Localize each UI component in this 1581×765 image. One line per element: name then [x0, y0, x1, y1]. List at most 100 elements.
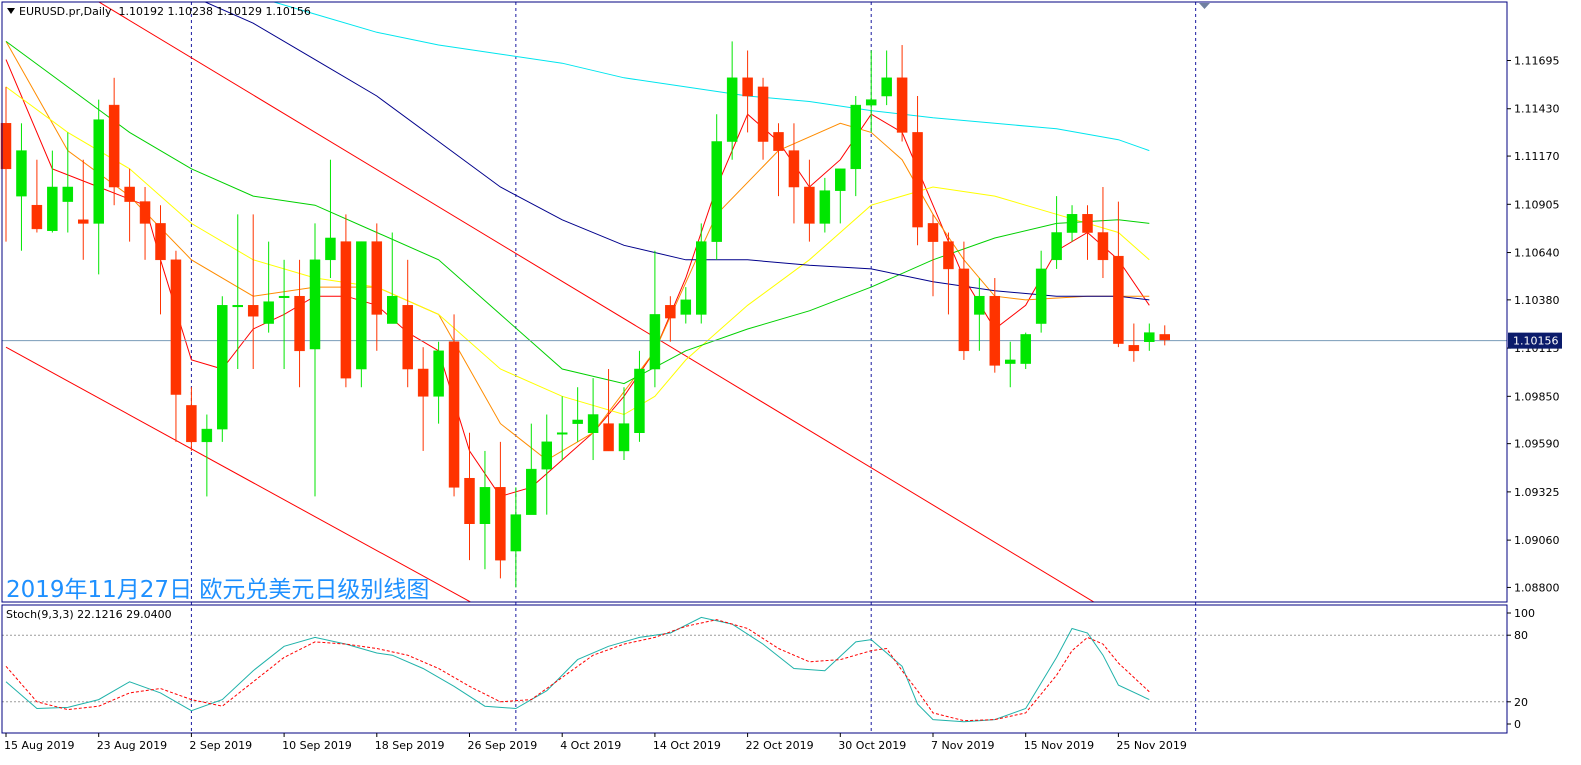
- price-tick-label: 1.11695: [1514, 55, 1560, 68]
- candle-body: [634, 368, 645, 433]
- candle-body: [1113, 255, 1124, 344]
- price-tick-label: 1.11430: [1514, 103, 1560, 116]
- price-tick-label: 1.09325: [1514, 486, 1560, 499]
- date-tick-label: 26 Sep 2019: [468, 739, 538, 752]
- candle-body: [93, 119, 104, 224]
- price-tag: 1.10156: [1508, 332, 1562, 349]
- candle-body: [232, 305, 243, 308]
- price-tick-label: 1.08800: [1514, 581, 1560, 594]
- candle-body: [1020, 334, 1031, 364]
- candle-body: [665, 305, 676, 319]
- date-axis-labels: 15 Aug 2019 23 Aug 2019 2 Sep 2019 10 Sep 2…: [4, 733, 1187, 752]
- candle-body: [155, 223, 166, 261]
- candle-body: [587, 414, 599, 433]
- price-tick-label: 1.10380: [1514, 294, 1560, 307]
- candle-body: [78, 219, 89, 224]
- candle-body: [881, 77, 892, 97]
- candle-body: [217, 305, 228, 430]
- date-tick-label: 30 Oct 2019: [838, 739, 906, 752]
- price-axis-labels: 1.11695 1.11430 1.11170 1.10905 1.10640 1.103…: [1507, 55, 1560, 594]
- date-tick-label: 15 Aug 2019: [4, 739, 74, 752]
- stoch-tick-label: 100: [1514, 607, 1535, 620]
- price-tag-label: 1.10156: [1513, 335, 1559, 348]
- price-tick-label: 1.09850: [1514, 390, 1560, 403]
- price-tick-label: 1.09590: [1514, 438, 1560, 451]
- stoch-signal-line: [5, 619, 1150, 722]
- moving-average-line: [5, 40, 1150, 385]
- price-tag-box: [1508, 332, 1562, 349]
- candle-body: [541, 441, 552, 470]
- candle-body: [139, 201, 151, 224]
- price-tick-label: 1.11170: [1514, 150, 1560, 163]
- candle-body: [788, 150, 800, 188]
- stoch-main-line: [5, 616, 1150, 723]
- candle-body: [603, 423, 614, 452]
- candle-body: [696, 241, 707, 315]
- candle-body: [757, 86, 769, 142]
- collapse-triangle-icon[interactable]: [7, 8, 15, 14]
- candle-body: [974, 295, 985, 315]
- candle-body: [62, 186, 74, 202]
- price-tick-label: 1.09060: [1514, 534, 1560, 547]
- candle-body: [927, 223, 939, 242]
- ohlc-values: 1.10192 1.10238 1.10129 1.10156: [118, 5, 311, 18]
- candle-body: [726, 77, 738, 142]
- candle-body: [340, 241, 352, 379]
- stoch-indicator-label: Stoch(9,3,3) 22.1216 29.0400: [6, 608, 172, 621]
- date-tick-label: 22 Oct 2019: [746, 739, 814, 752]
- candle-body: [0, 123, 12, 170]
- candle-body: [201, 428, 213, 443]
- candle-body: [1005, 359, 1016, 364]
- candle-body: [912, 132, 923, 228]
- candle-body: [387, 295, 398, 324]
- date-tick-label: 10 Sep 2019: [282, 739, 352, 752]
- candle-body: [526, 468, 537, 515]
- candle-body: [1035, 268, 1047, 324]
- chart-header: EURUSD.pr,Daily 1.10192 1.10238 1.10129 …: [7, 5, 311, 18]
- candle-body: [958, 268, 970, 352]
- candle-body: [1097, 232, 1109, 261]
- date-tick-label: 25 Nov 2019: [1116, 739, 1186, 752]
- date-tick-label: 4 Oct 2019: [560, 739, 621, 752]
- candle-body: [1144, 332, 1155, 342]
- candle-body: [865, 99, 877, 106]
- candle-body: [464, 477, 475, 524]
- candles: [0, 41, 1170, 588]
- price-tick-label: 1.10905: [1514, 198, 1560, 211]
- moving-average-line: [272, 2, 1150, 152]
- candle-body: [1066, 214, 1078, 233]
- candle-body: [618, 423, 630, 452]
- main-plot-frame: [1, 1, 1508, 603]
- candle-body: [1082, 214, 1093, 233]
- plot-frames: [1, 1, 1508, 734]
- candle-body: [356, 241, 367, 370]
- candle-body: [47, 186, 58, 231]
- candle-body: [850, 104, 861, 170]
- date-tick-label: 2 Sep 2019: [189, 739, 252, 752]
- trend-lines: [5, 2, 1095, 602]
- candle-body: [742, 77, 753, 97]
- candle-body: [278, 295, 290, 298]
- candle-body: [835, 168, 846, 191]
- candle-body: [31, 204, 43, 230]
- price-tick-label: 1.10640: [1514, 247, 1560, 260]
- candle-body: [402, 305, 413, 370]
- candle-body: [294, 295, 305, 352]
- candle-body: [804, 186, 815, 224]
- stoch-tick-label: 0: [1514, 718, 1521, 731]
- channel-trend-line: [98, 2, 1095, 602]
- candle-body: [263, 301, 274, 324]
- date-tick-label: 18 Sep 2019: [375, 739, 445, 752]
- moving-average-line: [203, 2, 1150, 301]
- candle-body: [1051, 232, 1062, 261]
- candle-body: [556, 432, 568, 435]
- symbol-label: EURUSD.pr,Daily: [19, 5, 112, 18]
- candle-body: [572, 419, 583, 424]
- date-tick-label: 7 Nov 2019: [931, 739, 994, 752]
- stoch-axis-labels: 100 80 20 0: [1507, 607, 1535, 731]
- candle-body: [417, 368, 429, 397]
- chart-caption: 2019年11月27日 欧元兑美元日级别线图: [6, 577, 430, 603]
- candle-body: [649, 314, 661, 370]
